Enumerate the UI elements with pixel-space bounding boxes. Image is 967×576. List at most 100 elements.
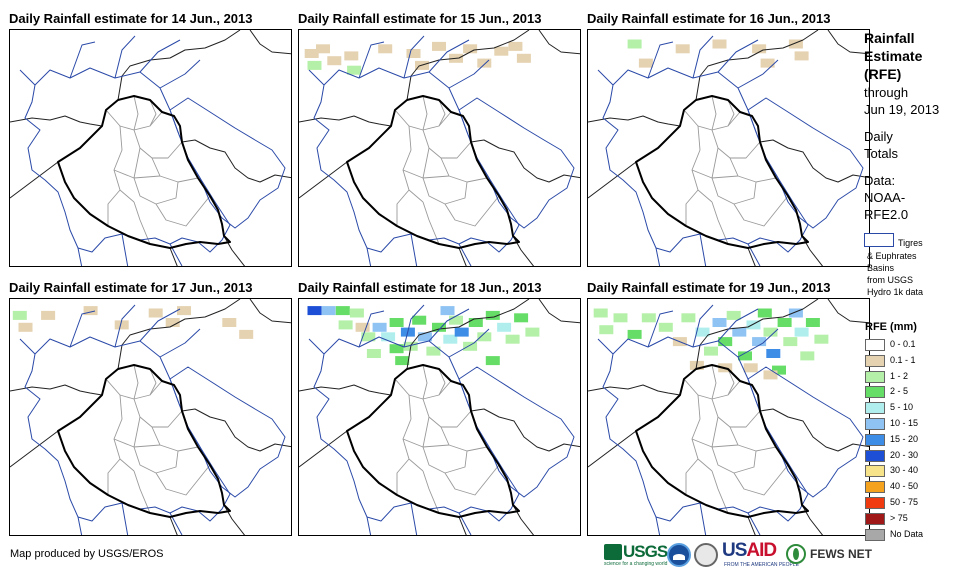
province-boundary — [396, 458, 410, 495]
province-boundary — [394, 378, 452, 400]
country-border — [299, 115, 392, 127]
rain-cell — [307, 306, 322, 316]
rfe-class-swatch — [865, 433, 885, 446]
rain-cell — [704, 346, 718, 356]
rain-cell — [746, 320, 761, 330]
rfe-class-row: 40 - 50 — [865, 480, 965, 494]
province-boundary — [691, 438, 739, 448]
country-border — [512, 504, 535, 535]
basin-outline — [458, 366, 575, 498]
province-boundary — [105, 378, 163, 400]
rfe-class-swatch — [865, 449, 885, 462]
rain-cell — [304, 49, 319, 58]
province-boundary — [402, 125, 424, 203]
rain-cell — [417, 332, 432, 342]
province-boundary — [685, 458, 699, 495]
usaid-aid: AID — [746, 540, 777, 561]
country-border — [588, 115, 681, 127]
province-boundary — [113, 438, 161, 448]
province-boundary — [402, 394, 424, 472]
basin-text-5: Hydro 1k data — [867, 287, 924, 297]
rain-cell — [432, 41, 446, 51]
province-boundary — [711, 470, 729, 514]
rfe-class-label: 15 - 20 — [890, 433, 919, 444]
map-svg — [10, 299, 291, 535]
province-boundary — [422, 95, 428, 131]
doi-seal-icon — [694, 543, 718, 567]
fewsnet-wordmark: FEWS NET — [810, 547, 872, 561]
basin-outline — [597, 35, 779, 89]
rain-cell — [381, 332, 396, 342]
rain-cell — [738, 351, 752, 361]
country-border — [299, 430, 348, 468]
panel-title-jun14: Daily Rainfall estimate for 14 Jun., 201… — [9, 11, 253, 26]
rain-cell — [349, 308, 364, 318]
rfe-class-label: 40 - 50 — [890, 481, 919, 492]
map-panel-jun14 — [9, 29, 292, 267]
province-boundary — [711, 364, 717, 400]
rfe-class-row: 50 - 75 — [865, 496, 965, 509]
noaa-logo-icon — [667, 543, 691, 567]
rfe-class-swatch — [865, 465, 885, 478]
rfe-class-row: > 75 — [865, 512, 965, 525]
legend-totals: Totals — [864, 146, 898, 161]
basin-outline — [747, 97, 864, 229]
basin-outline — [597, 304, 779, 358]
basin-outline — [19, 304, 201, 358]
province-boundary — [149, 99, 157, 127]
rain-cell — [627, 329, 642, 339]
country-border — [169, 247, 178, 266]
legend-data-label: Data: — [864, 173, 896, 188]
rain-cell — [239, 329, 254, 339]
province-boundary — [133, 398, 183, 428]
rain-cell — [516, 53, 531, 63]
province-boundary — [402, 169, 450, 179]
country-border — [458, 516, 467, 535]
rfe-class-label: 50 - 75 — [890, 497, 919, 507]
map-panel-jun15 — [298, 29, 581, 267]
country-border — [10, 115, 103, 127]
rain-cell — [372, 322, 387, 332]
country-border — [223, 235, 246, 266]
rfe-class-row: No Data — [865, 528, 965, 541]
country-border — [695, 30, 819, 101]
rfe-class-row: 15 - 20 — [865, 433, 965, 446]
rain-cell — [508, 41, 523, 51]
province-boundary — [729, 157, 777, 183]
rain-cell — [18, 322, 33, 332]
country-border — [759, 139, 869, 183]
usgs-tagline: science for a changing world — [604, 561, 668, 567]
province-boundary — [422, 416, 430, 448]
legend-title-line3: (RFE) — [864, 66, 902, 82]
province-boundary — [440, 426, 488, 452]
country-border — [249, 30, 291, 55]
basin-text-3: Basins — [867, 263, 895, 273]
rain-cell — [788, 39, 803, 49]
province-boundary — [394, 109, 452, 131]
basin-text-1: Tigres — [898, 238, 923, 248]
iraq-border — [635, 95, 809, 249]
province-boundary — [133, 446, 179, 474]
rain-cell — [638, 58, 653, 68]
rain-cell — [514, 313, 529, 323]
rain-cell — [366, 349, 381, 358]
country-border — [169, 516, 178, 535]
rain-cell — [593, 308, 608, 318]
province-boundary — [711, 201, 729, 245]
province-boundary — [711, 416, 719, 448]
province-boundary — [711, 95, 717, 131]
rain-cell — [752, 44, 767, 54]
rain-cell — [712, 318, 727, 327]
country-border — [10, 161, 59, 199]
province-boundary — [107, 458, 121, 495]
map-svg — [10, 30, 291, 266]
rfe-class-swatch — [865, 497, 885, 509]
rain-cell — [732, 327, 747, 337]
province-boundary — [422, 364, 428, 400]
rfe-class-label: 20 - 30 — [890, 449, 919, 460]
map-svg — [299, 30, 580, 266]
usaid-wordmark: USAID — [722, 540, 777, 562]
usgs-wordmark: USGS — [623, 542, 668, 561]
province-boundary — [113, 125, 135, 203]
map-panel-jun18 — [298, 298, 581, 536]
